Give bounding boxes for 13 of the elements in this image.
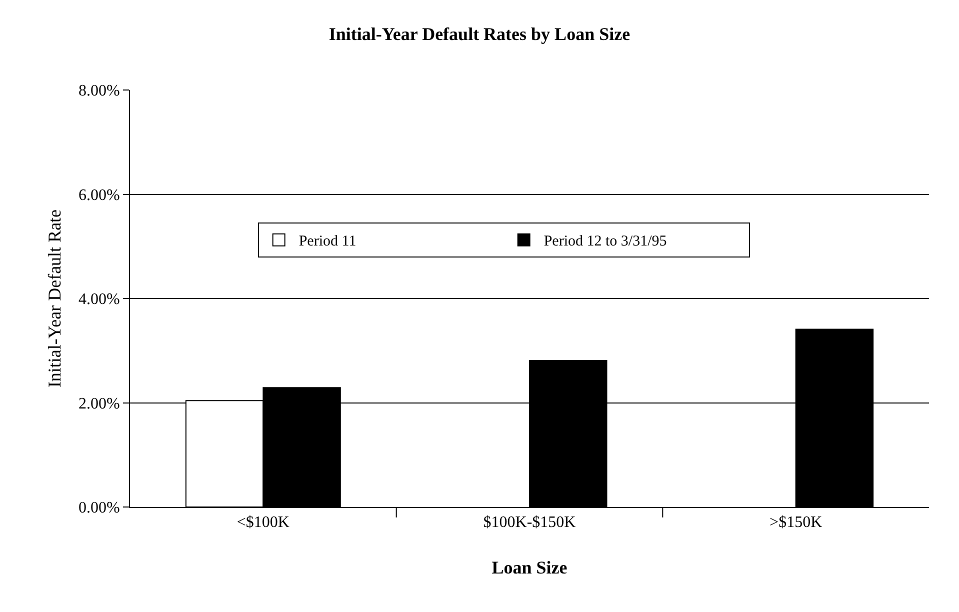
y-tick-label: 8.00% (78, 82, 120, 100)
y-tick-label: 0.00% (78, 500, 120, 517)
y-axis-title: Initial-Year Default Rate (44, 209, 65, 388)
legend-label: Period 11 (298, 234, 356, 250)
x-tick-label: <$100K (236, 514, 290, 532)
y-tick-label: 2.00% (78, 395, 120, 412)
x-tick-label: >$150K (770, 514, 823, 532)
x-axis-title: Loan Size (492, 557, 568, 578)
y-tick-label: 6.00% (78, 186, 120, 204)
y-tick-label: 4.00% (78, 291, 120, 308)
legend-label: Period 12 to 3/31/95 (544, 234, 667, 250)
x-tick-label: $100K-$150K (483, 514, 576, 532)
chart-title: Initial-Year Default Rates by Loan Size (328, 24, 630, 44)
